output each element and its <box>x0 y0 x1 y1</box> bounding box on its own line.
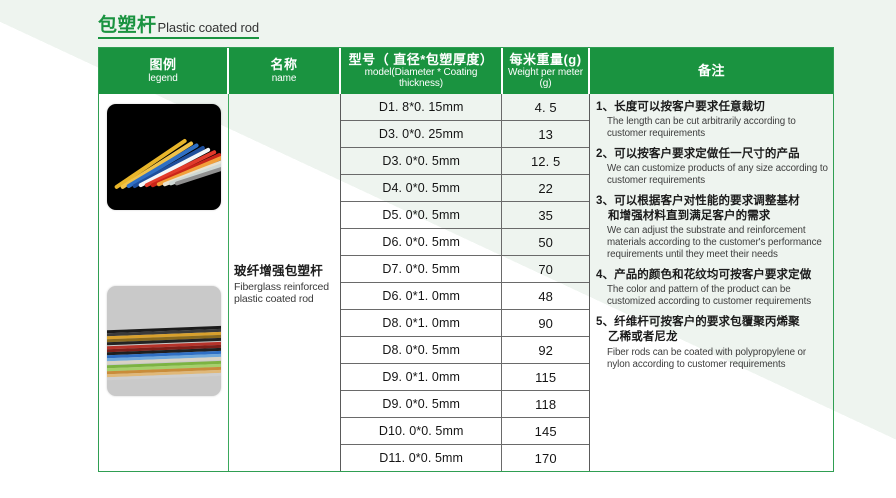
table-row: D8. 0*0. 5mm 92 <box>341 337 589 364</box>
table-row: D7. 0*0. 5mm 70 <box>341 256 589 283</box>
table-row: D9. 0*0. 5mm 118 <box>341 391 589 418</box>
table-header-legend-en: legend <box>148 72 178 84</box>
remark-text-cn: 3、可以根据客户对性能的要求调整基材 <box>596 195 800 208</box>
spec-table-frame <box>98 47 834 472</box>
table-row: D6. 0*0. 5mm 50 <box>341 229 589 256</box>
remark-text-en: The color and pattern of the product can… <box>607 284 812 308</box>
table-header-model-en: model(Diameter * Coating thickness) <box>364 67 478 90</box>
table-header-model: 型号（ 直径*包塑厚度） model(Diameter * Coating th… <box>341 48 503 94</box>
table-row: D8. 0*1. 0mm 90 <box>341 310 589 337</box>
cell-weight: 50 <box>538 234 553 250</box>
table-header-remark: 备注 <box>590 48 833 94</box>
table-row: D11. 0*0. 5mm 170 <box>341 445 589 471</box>
table-row: D9. 0*1. 0mm 115 <box>341 364 589 391</box>
cell-model: D1. 8*0. 15mm <box>341 94 503 120</box>
table-header-legend-cn: 图例 <box>149 57 177 73</box>
remark-text-cn-line2: 乙稀或者尼龙 <box>608 331 678 344</box>
cell-weight: 22 <box>538 180 553 196</box>
model-weight-column: D1. 8*0. 15mm 4. 5 D3. 0*0. 25mm 13 D3. 0*0.… <box>341 94 590 471</box>
page-title-cn: 包塑杆 <box>98 15 157 36</box>
page-title: 包塑杆 Plastic coated rod <box>98 16 259 39</box>
remarks-column: 1、长度可以按客户要求任意裁切 The length can be cut arb… <box>590 94 833 471</box>
remark-item: 5、纤维杆可按客户的要求包覆聚丙烯聚乙稀或者尼龙 Fiber rods can b… <box>596 315 829 370</box>
cell-model: D8. 0*0. 5mm <box>341 337 503 363</box>
legend-photo-rods-black <box>107 104 221 210</box>
table-header-legend: 图例 legend <box>99 48 229 94</box>
product-name-cn: 玻纤增强包塑杆 <box>234 263 323 278</box>
table-header-model-cn: 型号（ 直径*包塑厚度） <box>348 51 494 67</box>
remark-item: 1、长度可以按客户要求任意裁切 The length can be cut arb… <box>596 100 829 140</box>
table-header-weight-en: Weight per meter (g) <box>508 67 583 90</box>
remark-text-cn-line2: 和增强材料直到满足客户的需求 <box>608 210 771 223</box>
cell-weight: 35 <box>538 207 553 223</box>
remark-item: 4、产品的颜色和花纹均可按客户要求定做 The color and pattern… <box>596 268 829 308</box>
cell-model: D3. 0*0. 25mm <box>341 121 503 147</box>
table-header-name: 名称 name <box>229 48 341 94</box>
remark-text-cn: 1、长度可以按客户要求任意裁切 <box>596 101 765 113</box>
cell-model: D11. 0*0. 5mm <box>341 445 503 471</box>
cell-weight: 92 <box>538 342 553 358</box>
remark-item: 3、可以根据客户对性能的要求调整基材和增强材料直到满足客户的需求 We can a… <box>596 194 829 261</box>
cell-model: D4. 0*0. 5mm <box>341 175 503 201</box>
remark-text-en: Fiber rods can be coated with polypropyl… <box>607 346 807 370</box>
cell-weight: 90 <box>538 315 553 331</box>
cell-weight: 12. 5 <box>530 153 561 169</box>
cell-weight: 4. 5 <box>534 99 557 115</box>
cell-model: D6. 0*0. 5mm <box>341 229 503 255</box>
cell-weight: 145 <box>534 423 557 439</box>
remark-item: 2、可以按客户要求定做任一尺寸的产品 We can customize produ… <box>596 147 829 187</box>
remark-text-cn: 5、纤维杆可按客户的要求包覆聚丙烯聚 <box>596 316 800 329</box>
table-row: D6. 0*1. 0mm 48 <box>341 283 589 310</box>
remark-text-en: We can customize products of any size ac… <box>607 163 828 187</box>
cell-weight: 13 <box>538 126 553 142</box>
cell-model: D7. 0*0. 5mm <box>341 256 503 282</box>
cell-weight: 115 <box>535 369 557 385</box>
cell-model: D3. 0*0. 5mm <box>341 148 503 174</box>
table-header-weight: 每米重量(g) Weight per meter (g) <box>503 48 590 94</box>
table-row: D3. 0*0. 5mm 12. 5 <box>341 148 589 175</box>
spec-table-header: 图例 legend 名称 name 型号（ 直径*包塑厚度） model(Dia… <box>99 48 833 94</box>
table-row: D1. 8*0. 15mm 4. 5 <box>341 94 589 121</box>
spec-table-body: 玻纤增强包塑杆 Fiberglass reinforced plastic co… <box>99 94 833 471</box>
remark-text-cn: 2、可以按客户要求定做任一尺寸的产品 <box>596 148 800 161</box>
cell-model: D5. 0*0. 5mm <box>341 202 503 228</box>
cell-weight: 170 <box>534 450 557 466</box>
table-header-name-en: name <box>271 72 297 84</box>
cell-model: D10. 0*0. 5mm <box>341 418 503 444</box>
cell-model: D6. 0*1. 0mm <box>341 283 503 309</box>
cell-model: D9. 0*0. 5mm <box>341 391 503 417</box>
table-header-weight-cn: 每米重量(g) <box>509 51 582 67</box>
remark-text-en: The length can be cut arbitrarily accord… <box>607 116 796 140</box>
cell-weight: 48 <box>538 288 553 304</box>
cell-weight: 118 <box>535 396 557 412</box>
product-name: 玻纤增强包塑杆 Fiberglass reinforced plastic co… <box>229 260 340 306</box>
table-header-remark-cn: 备注 <box>697 62 725 78</box>
cell-model: D8. 0*1. 0mm <box>341 310 503 336</box>
legend-column <box>99 94 229 471</box>
remark-text-en: We can adjust the substrate and reinforc… <box>607 225 822 261</box>
table-header-name-cn: 名称 <box>270 57 298 73</box>
name-column: 玻纤增强包塑杆 Fiberglass reinforced plastic co… <box>229 94 341 471</box>
cell-model: D9. 0*1. 0mm <box>341 364 503 390</box>
product-name-en: Fiberglass reinforced plastic coated rod <box>234 280 329 305</box>
page-title-en: Plastic coated rod <box>157 20 260 36</box>
table-row: D10. 0*0. 5mm 145 <box>341 418 589 445</box>
table-row: D5. 0*0. 5mm 35 <box>341 202 589 229</box>
remark-text-cn: 4、产品的颜色和花纹均可按客户要求定做 <box>596 269 812 282</box>
legend-photo-rods-stacked <box>107 286 221 396</box>
table-row: D3. 0*0. 25mm 13 <box>341 121 589 148</box>
table-row: D4. 0*0. 5mm 22 <box>341 175 589 202</box>
cell-weight: 70 <box>538 261 553 277</box>
